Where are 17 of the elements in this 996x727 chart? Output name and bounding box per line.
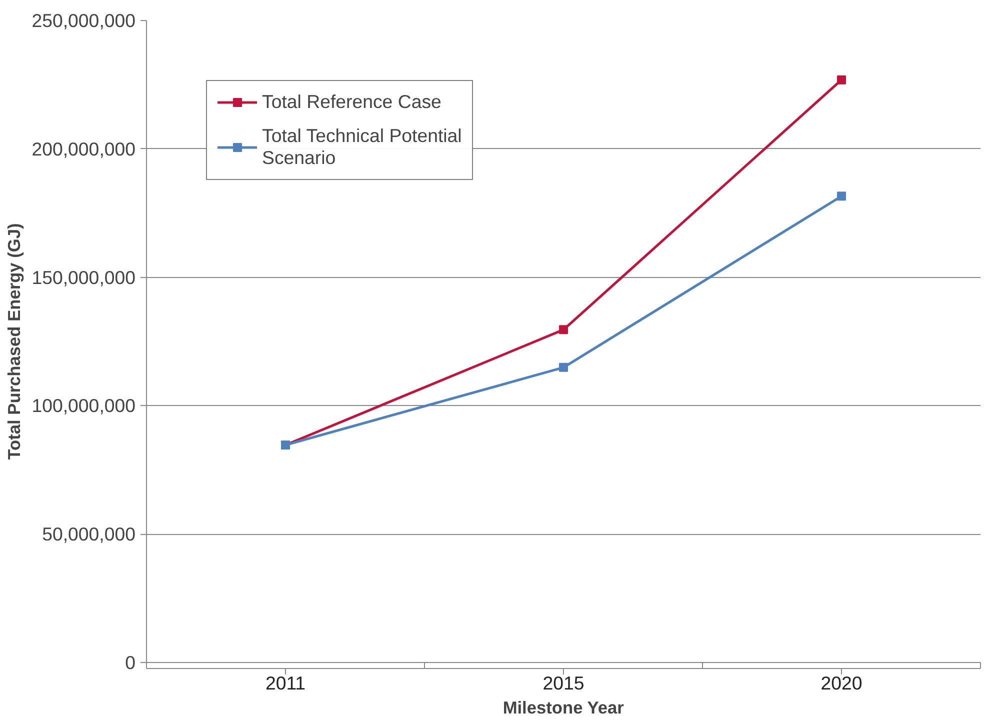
- legend-label: Total Technical Potential Scenario: [262, 125, 462, 169]
- y-tick-label: 100,000,000: [32, 395, 136, 416]
- point: [559, 325, 568, 334]
- x-tick-label: 2020: [820, 672, 862, 694]
- point: [837, 75, 846, 84]
- point: [837, 192, 846, 201]
- x-axis-title: Milestone Year: [502, 698, 624, 718]
- y-tick-label: 250,000,000: [32, 10, 136, 31]
- y-tick-label: 50,000,000: [42, 524, 136, 545]
- x-tick-label: 2015: [542, 672, 584, 694]
- y-tick-label: 150,000,000: [32, 266, 136, 288]
- x-tick-label: 2011: [265, 672, 306, 694]
- legend-label: Total Reference Case: [262, 91, 442, 113]
- point: [559, 362, 568, 372]
- y-axis-title: Total Purchased Energy (GJ): [4, 223, 24, 460]
- y-tick-label: 200,000,000: [32, 138, 136, 160]
- y-tick-label: 0: [125, 652, 136, 673]
